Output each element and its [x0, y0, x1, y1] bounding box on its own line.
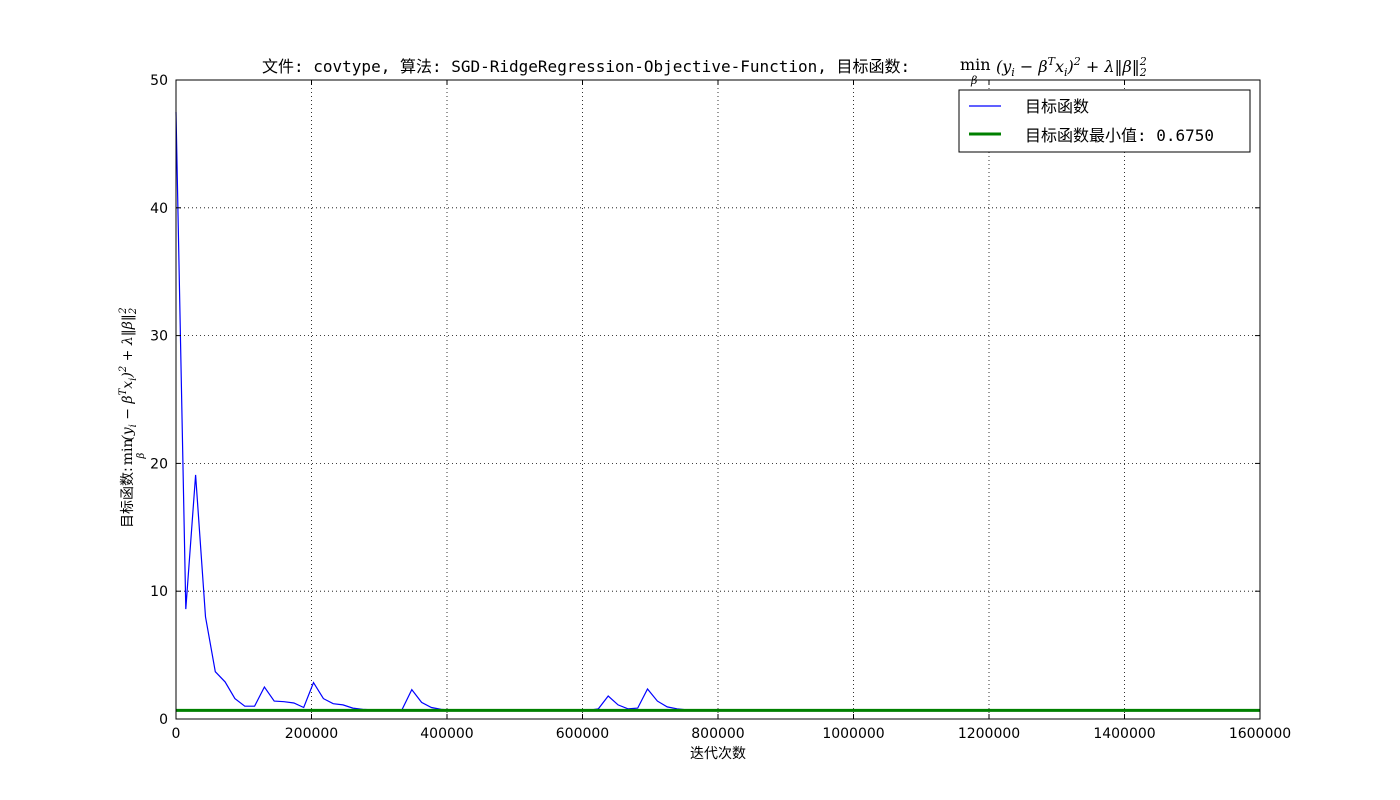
- x-axis-label: 迭代次数: [690, 746, 746, 762]
- formula-body-open: (y: [996, 57, 1012, 76]
- x-tick-label: 1400000: [1093, 726, 1155, 742]
- y-label-body-x: x: [120, 381, 136, 389]
- y-axis: 0 10 20 30 40 50: [150, 73, 1260, 728]
- chart-title: 文件: covtype, 算法: SGD-RidgeRegression-Obj…: [262, 55, 1147, 87]
- formula-body-sub: i: [1011, 66, 1015, 79]
- y-tick-label: 30: [150, 329, 168, 345]
- y-label-body-mid: − β: [120, 395, 136, 424]
- y-label-body-tail: ): [120, 372, 136, 378]
- y-label-op: min: [120, 439, 136, 466]
- y-label-body: (y: [120, 426, 136, 440]
- title-formula-op: min: [960, 55, 991, 74]
- y-tick-label: 0: [159, 712, 168, 728]
- y-label-reg: + λ‖β‖: [120, 314, 136, 366]
- formula-reg-sub: 2: [1139, 66, 1147, 79]
- x-tick-label: 1600000: [1229, 726, 1291, 742]
- formula-reg: + λ‖β‖: [1081, 57, 1140, 76]
- y-label-body-sup: T: [118, 387, 129, 395]
- formula-body-tail-sup: 2: [1073, 55, 1081, 68]
- y-tick-label: 50: [150, 73, 168, 89]
- formula-body-x-sub: i: [1064, 66, 1068, 79]
- x-tick-label: 0: [172, 726, 181, 742]
- x-tick-label: 200000: [285, 726, 338, 742]
- y-label-op-sub: β: [136, 453, 147, 460]
- y-tick-label: 10: [150, 584, 168, 600]
- chart-title-text: 文件: covtype, 算法: SGD-RidgeRegression-Obj…: [262, 57, 910, 76]
- x-tick-label: 1000000: [822, 726, 884, 742]
- y-axis-label: 目标函数:minβ(yi − βTxi)2 + λ‖β‖22: [118, 307, 147, 528]
- y-tick-label: 20: [150, 456, 168, 472]
- formula-body-mid: − β: [1015, 57, 1048, 76]
- legend-box: [958, 89, 1251, 153]
- y-label-body-x-sub: i: [128, 378, 139, 381]
- title-formula: min β (yi − βTxi)2 + λ‖β‖22: [960, 55, 1147, 87]
- y-label-prefix: 目标函数:: [120, 467, 136, 528]
- title-formula-body: (yi − βTxi)2 + λ‖β‖22: [996, 55, 1147, 79]
- y-label-reg-sub: 2: [128, 308, 139, 315]
- grid-lines: [176, 80, 1260, 719]
- y-axis-label-text: 目标函数:minβ(yi − βTxi)2 + λ‖β‖22: [118, 307, 147, 528]
- legend-label-minimum: 目标函数最小值: 0.6750: [1025, 126, 1214, 145]
- x-tick-label: 400000: [420, 726, 473, 742]
- formula-body-x: x: [1055, 57, 1064, 76]
- y-label-body-sub: i: [128, 424, 139, 427]
- y-label-reg-sup: 2: [118, 307, 129, 314]
- plot-area-frame: [175, 79, 1261, 720]
- y-tick-label: 40: [150, 201, 168, 217]
- x-tick-label: 600000: [556, 726, 609, 742]
- legend-label-objective: 目标函数: [1025, 97, 1089, 116]
- formula-body-sup: T: [1048, 55, 1057, 68]
- y-label-body-tail-sup: 2: [118, 366, 129, 373]
- x-tick-label: 800000: [691, 726, 744, 742]
- series-layer: [175, 111, 1260, 712]
- formula-body-tail: ): [1067, 57, 1074, 76]
- formula-reg-sup: 2: [1139, 55, 1147, 68]
- legend: 目标函数 目标函数最小值: 0.6750: [958, 89, 1251, 153]
- x-tick-label: 1200000: [958, 726, 1020, 742]
- x-axis: 0 200000 400000 600000 800000 1000000 1200000 1…: [172, 80, 1291, 742]
